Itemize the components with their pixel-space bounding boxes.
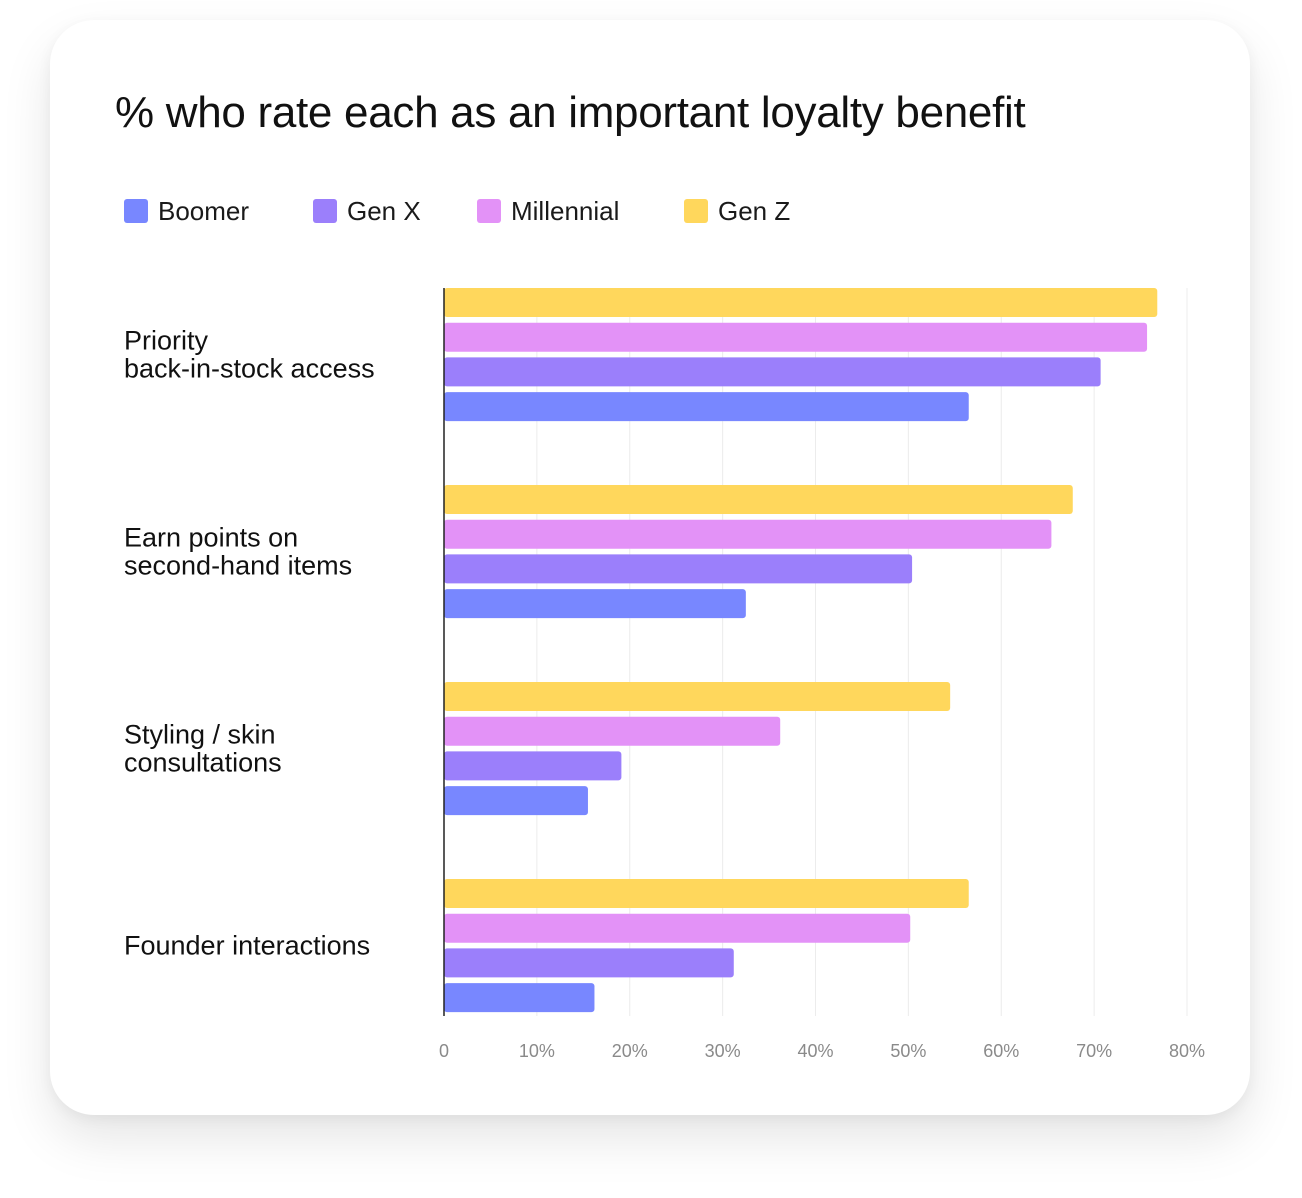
bar-gen-z xyxy=(444,879,969,908)
bar-millennial xyxy=(444,913,911,943)
x-tick-label: 10% xyxy=(519,1041,555,1061)
bar-gen-x xyxy=(444,751,622,781)
bar-gen-z xyxy=(444,682,951,711)
bar-boomer xyxy=(444,392,969,422)
x-tick-label: 20% xyxy=(612,1041,648,1061)
category-label-line: consultations xyxy=(124,748,282,778)
x-tick-label: 30% xyxy=(705,1041,741,1061)
x-tick-label: 70% xyxy=(1076,1041,1112,1061)
chart-title: % who rate each as an important loyalty … xyxy=(115,88,1026,137)
bar-gen-z xyxy=(444,288,1158,317)
category-label: Founder interactions xyxy=(124,931,370,961)
bar-gen-x xyxy=(444,948,734,978)
x-tick-label: 60% xyxy=(983,1041,1019,1061)
x-tick-label: 50% xyxy=(890,1041,926,1061)
x-tick-label: 40% xyxy=(797,1041,833,1061)
bar-boomer xyxy=(444,589,746,619)
category-label: Styling / skin consultations xyxy=(124,720,282,778)
bar-millennial xyxy=(444,716,781,746)
bar-millennial xyxy=(444,519,1052,549)
category-label: Earn points on second-hand items xyxy=(124,523,352,581)
category-label-line: back-in-stock access xyxy=(124,354,375,384)
x-tick-label: 80% xyxy=(1169,1041,1205,1061)
bar-gen-x xyxy=(444,554,913,584)
bar-boomer xyxy=(444,786,588,816)
bar-boomer xyxy=(444,983,595,1013)
category-label-line: Founder interactions xyxy=(124,931,370,961)
category-label-line: Priority xyxy=(124,326,209,356)
bar-millennial xyxy=(444,322,1148,352)
category-label: Priority back-in-stock access xyxy=(124,326,375,384)
category-label-line: Earn points on xyxy=(124,523,298,553)
bar-gen-z xyxy=(444,485,1073,514)
bar-gen-x xyxy=(444,357,1101,387)
x-tick-label: 0 xyxy=(439,1041,449,1061)
category-label-line: second-hand items xyxy=(124,551,352,581)
category-label-line: Styling / skin xyxy=(124,720,276,750)
